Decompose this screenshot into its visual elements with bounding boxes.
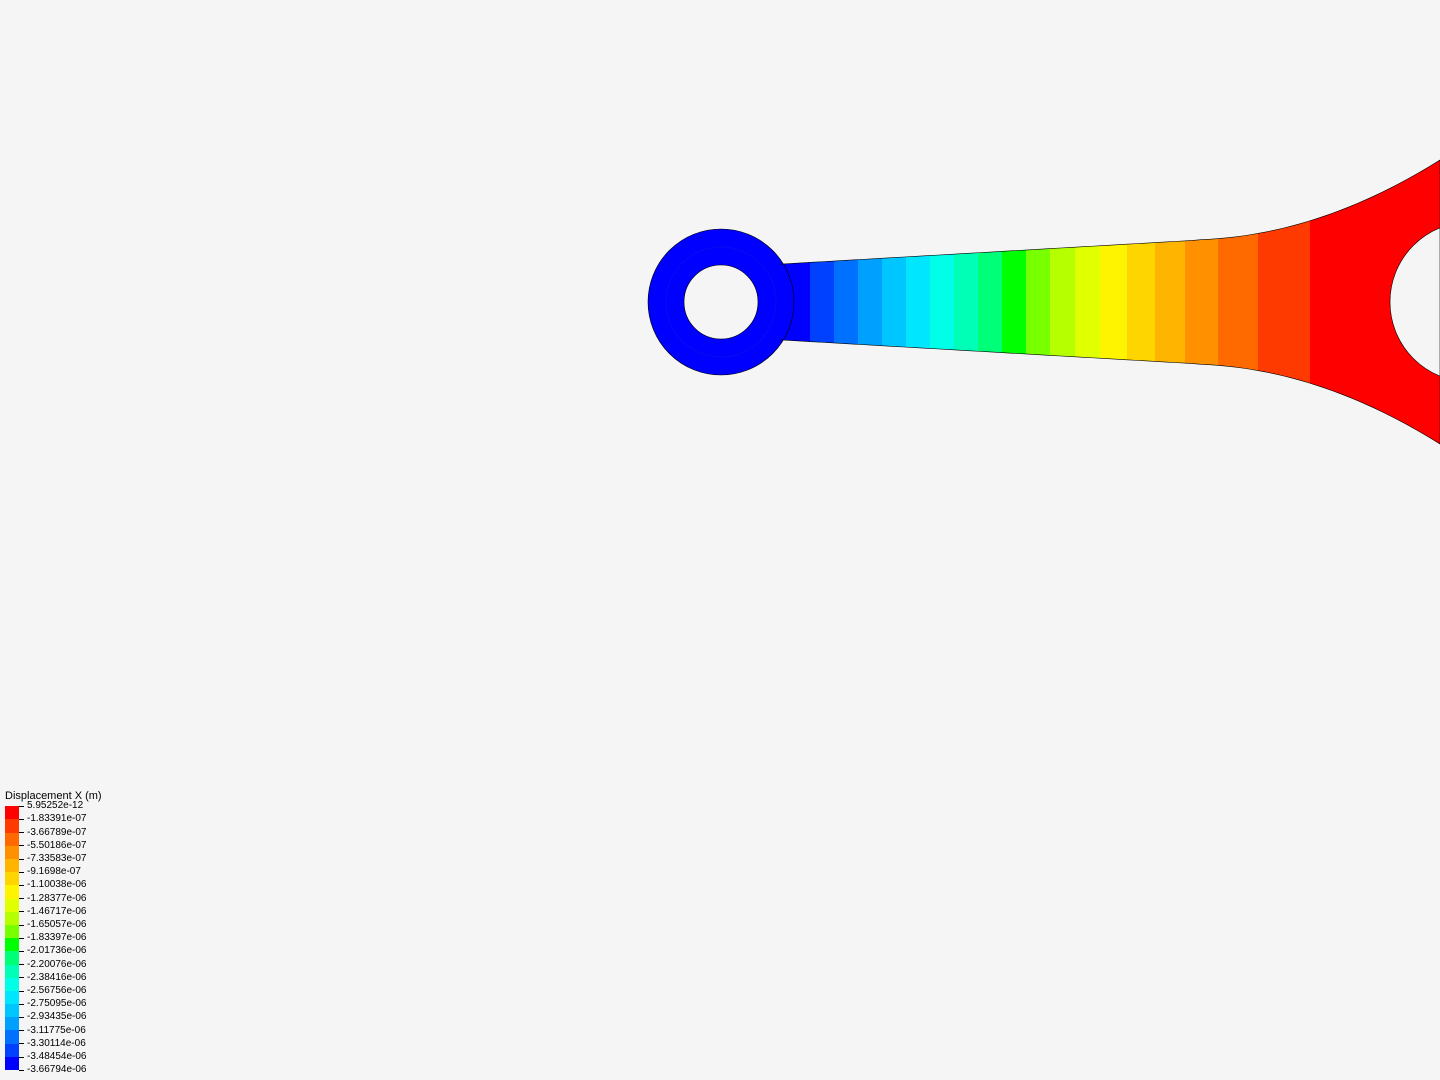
legend-tick: -3.48454e-06	[19, 1052, 87, 1062]
legend-swatch	[5, 872, 19, 885]
legend-swatch	[5, 912, 19, 925]
legend-swatch	[5, 846, 19, 859]
legend-swatch	[5, 806, 19, 819]
legend-label: -2.38416e-06	[27, 973, 87, 983]
legend-label: -1.65057e-06	[27, 920, 87, 930]
legend-swatch	[5, 833, 19, 846]
legend-swatch	[5, 1017, 19, 1030]
legend-label: -2.56756e-06	[27, 986, 87, 996]
legend-label: -3.11775e-06	[27, 1026, 86, 1036]
legend-label: -3.66789e-07	[27, 828, 87, 838]
simulation-viewport[interactable]	[0, 0, 1440, 1080]
legend-swatch	[5, 1057, 19, 1070]
color-legend: Displacement X (m) 5.95252e-12-1.83391e-…	[5, 790, 102, 1070]
legend-tick: -1.83391e-07	[19, 814, 87, 824]
legend-tick: -1.10038e-06	[19, 880, 87, 890]
legend-tick: -9.1698e-07	[19, 867, 81, 877]
legend-tick: -3.11775e-06	[19, 1026, 86, 1036]
legend-swatch	[5, 1044, 19, 1057]
legend-swatch	[5, 978, 19, 991]
legend-swatch	[5, 938, 19, 951]
legend-label: -9.1698e-07	[27, 867, 81, 877]
legend-tick: -1.28377e-06	[19, 894, 87, 904]
legend-label: -3.30114e-06	[27, 1039, 86, 1049]
legend-label: -3.66794e-06	[27, 1065, 87, 1075]
legend-swatch	[5, 951, 19, 964]
legend-tick: -2.75095e-06	[19, 999, 87, 1009]
legend-tick: -2.56756e-06	[19, 986, 87, 996]
legend-swatch	[5, 899, 19, 912]
legend-label: -1.46717e-06	[27, 907, 87, 917]
legend-label: -2.01736e-06	[27, 946, 87, 956]
legend-swatch	[5, 991, 19, 1004]
legend-swatch	[5, 1030, 19, 1043]
legend-tick: -2.01736e-06	[19, 946, 87, 956]
legend-label: -1.28377e-06	[27, 894, 87, 904]
fea-contour-plot	[0, 0, 1440, 1080]
legend-tick: -3.66794e-06	[19, 1065, 87, 1075]
legend-label: -7.33583e-07	[27, 854, 87, 864]
legend-swatch	[5, 885, 19, 898]
legend-tick: 5.95252e-12	[19, 801, 83, 811]
legend-tick: -2.38416e-06	[19, 973, 87, 983]
legend-label: -1.10038e-06	[27, 880, 87, 890]
legend-label: -1.83391e-07	[27, 814, 87, 824]
legend-swatch	[5, 819, 19, 832]
legend-bar: 5.95252e-12-1.83391e-07-3.66789e-07-5.50…	[5, 806, 102, 1070]
legend-tick: -3.30114e-06	[19, 1039, 86, 1049]
legend-tick: -1.65057e-06	[19, 920, 87, 930]
legend-label: -2.93435e-06	[27, 1012, 87, 1022]
legend-tick: -5.50186e-07	[19, 841, 87, 851]
legend-tick: -1.46717e-06	[19, 907, 87, 917]
legend-label: -5.50186e-07	[27, 841, 87, 851]
legend-swatch	[5, 1004, 19, 1017]
legend-label: -2.20076e-06	[27, 960, 87, 970]
legend-label: -2.75095e-06	[27, 999, 87, 1009]
legend-tick: -7.33583e-07	[19, 854, 87, 864]
legend-swatch	[5, 965, 19, 978]
legend-tick: -3.66789e-07	[19, 828, 87, 838]
legend-label: -3.48454e-06	[27, 1052, 87, 1062]
legend-swatch	[5, 859, 19, 872]
legend-tick: -1.83397e-06	[19, 933, 87, 943]
legend-label: -1.83397e-06	[27, 933, 87, 943]
legend-swatch	[5, 925, 19, 938]
legend-tick: -2.20076e-06	[19, 960, 87, 970]
legend-tick: -2.93435e-06	[19, 1012, 87, 1022]
legend-label: 5.95252e-12	[27, 801, 83, 811]
